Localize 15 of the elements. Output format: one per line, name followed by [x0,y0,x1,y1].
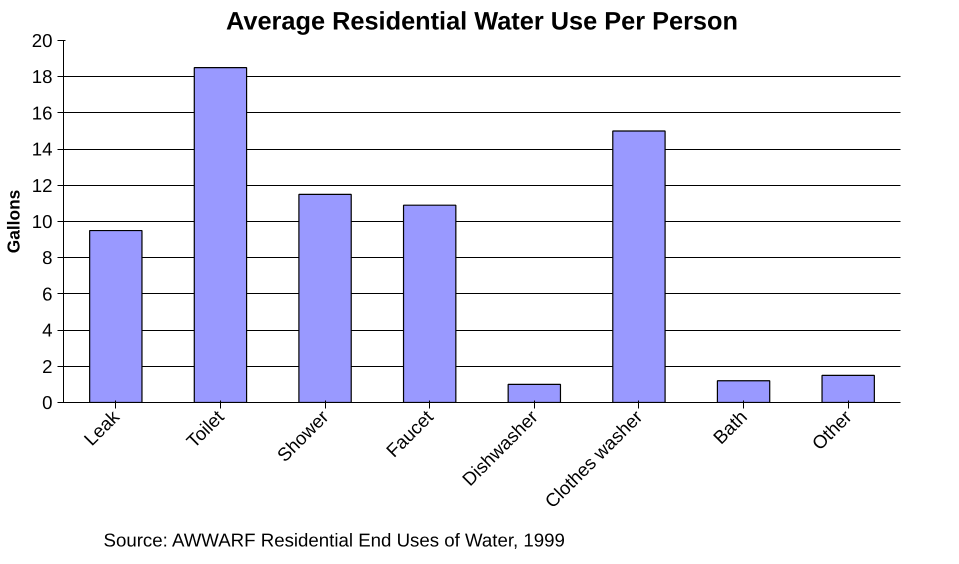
y-tick-label: 12 [32,174,53,196]
y-axis-title: Gallons [4,190,24,254]
y-tick-label: 0 [42,392,53,413]
y-tick-label: 10 [32,211,53,232]
y-tick-label: 4 [42,320,53,341]
y-tick-label: 2 [42,356,53,377]
source-note: Source: AWWARF Residential End Uses of Water, 1999 [104,530,565,550]
x-tick-label: Bath [709,406,751,448]
y-tick-label: 6 [42,283,53,304]
y-tick-label: 20 [32,30,53,51]
chart-title: Average Residential Water Use Per Person [226,8,738,36]
y-tick-label: 16 [32,102,53,124]
y-tick-label: 18 [32,66,53,88]
y-tick-label: 8 [42,247,53,268]
y-tick-label: 14 [32,138,53,160]
